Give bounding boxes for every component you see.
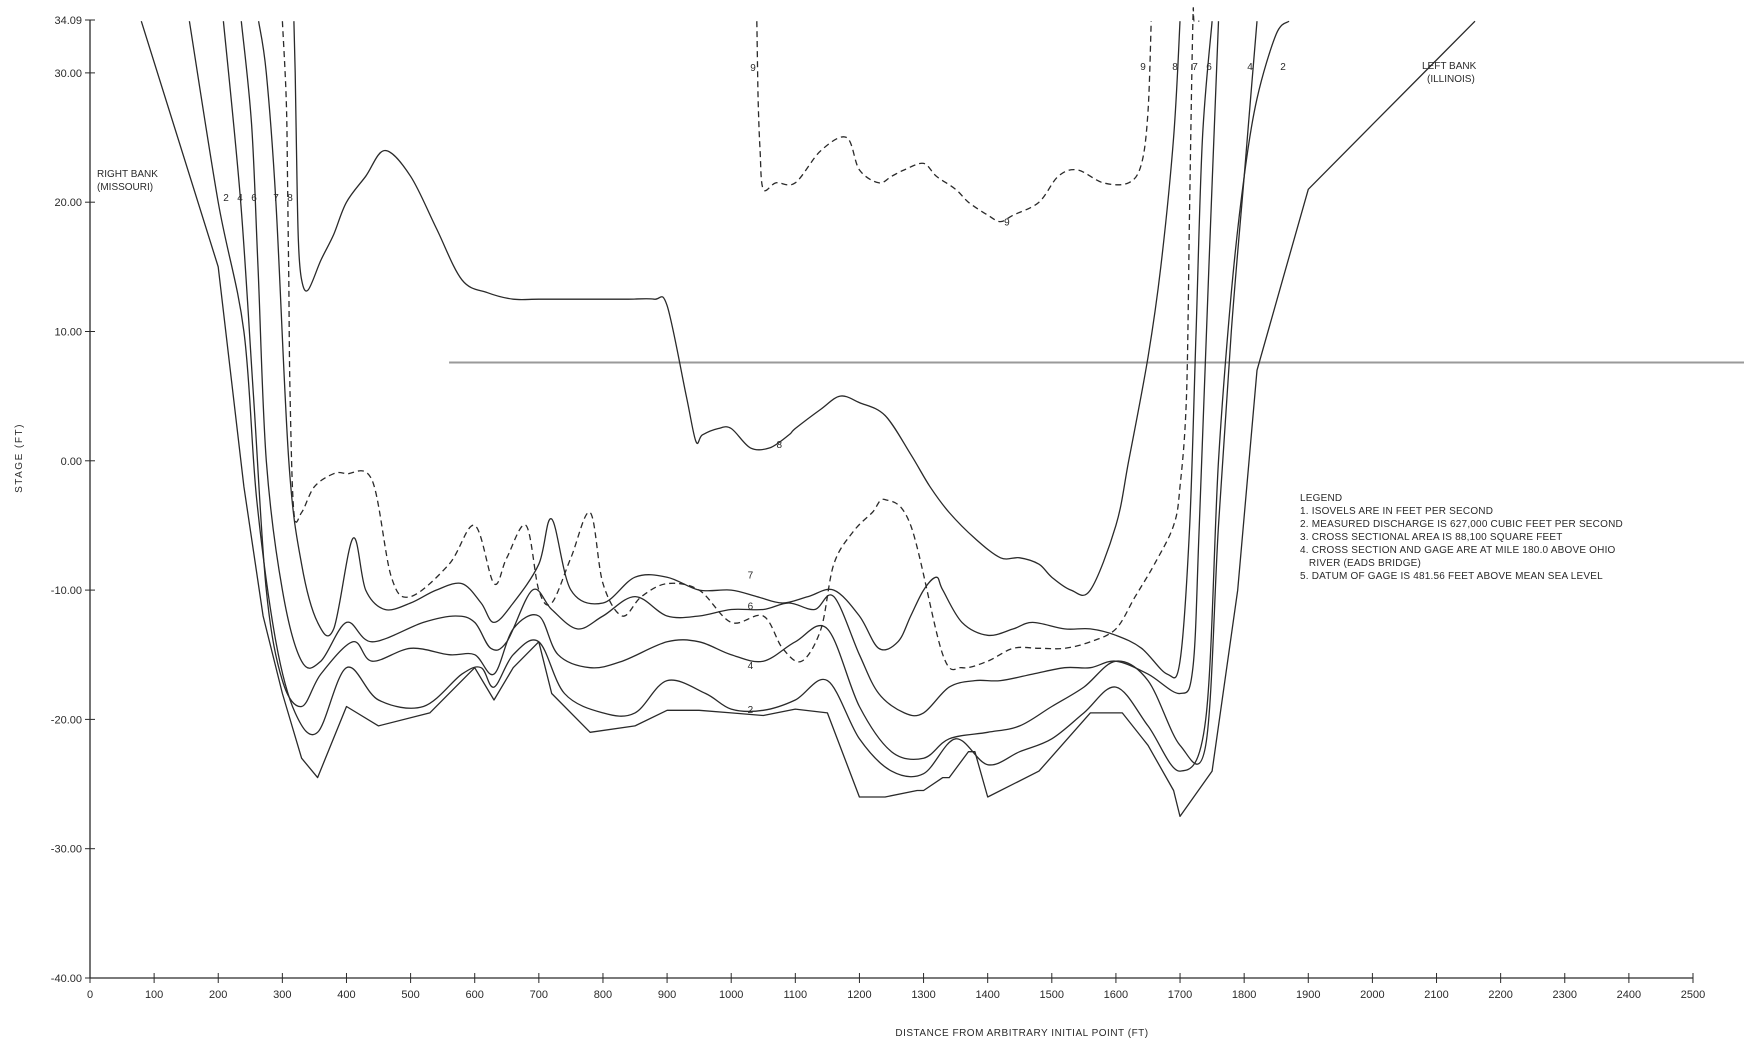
x-tick-label: 1500	[1040, 989, 1064, 1001]
x-tick-label: 1300	[911, 989, 935, 1001]
y-tick-label: -20.00	[51, 714, 82, 726]
isovel-top-label: 4	[1247, 62, 1253, 73]
isovel-top-label: 6	[251, 193, 257, 204]
isovel-label: 8	[777, 440, 783, 451]
channel-bed-line	[140, 20, 1476, 818]
left-bank-label: LEFT BANK	[1422, 61, 1477, 72]
left-bank-annotation: LEFT BANK (ILLINOIS)	[1422, 61, 1477, 85]
x-tick-label: 2000	[1360, 989, 1384, 1001]
y-tick-label: -40.00	[51, 973, 82, 985]
x-tick-label: 1400	[975, 989, 999, 1001]
y-tick-label: -10.00	[51, 585, 82, 597]
isovel-top-label: 9	[1140, 62, 1146, 73]
y-tick-label: 0.00	[61, 456, 82, 468]
legend-note-4-cont: RIVER (EADS BRIDGE)	[1300, 558, 1422, 569]
x-tick-label: 100	[145, 989, 163, 1001]
isovel-line-2	[188, 20, 1290, 778]
legend-note-3: 3. CROSS SECTIONAL AREA IS 88,100 SQUARE…	[1300, 532, 1563, 543]
x-tick-label: 500	[401, 989, 419, 1001]
right-bank-state: (MISSOURI)	[97, 182, 153, 193]
x-tick-label: 600	[466, 989, 484, 1001]
y-tick-label: 34.09	[54, 15, 82, 27]
isovel-line-6	[240, 21, 1220, 717]
legend-note-5: 5. DATUM OF GAGE IS 481.56 FEET ABOVE ME…	[1300, 571, 1603, 582]
isovel-top-label: 2	[223, 193, 229, 204]
x-tick-label: 200	[209, 989, 227, 1001]
isovel-label: 6	[748, 602, 754, 613]
right-bank-annotation: RIGHT BANK (MISSOURI)	[97, 169, 158, 193]
y-tick-label: 30.00	[54, 68, 82, 80]
isovel-label: 2	[748, 705, 754, 716]
x-tick-label: 2200	[1488, 989, 1512, 1001]
y-tick-label: -30.00	[51, 844, 82, 856]
isovel-top-label: 6	[1206, 62, 1212, 73]
isovel-label: 7	[748, 571, 754, 582]
isovel-top-label: 9	[750, 63, 756, 74]
isovel-top-label: 8	[287, 193, 293, 204]
x-tick-label: 400	[337, 989, 355, 1001]
x-tick-label: 2500	[1681, 989, 1705, 1001]
left-bank-state: (ILLINOIS)	[1427, 74, 1475, 85]
x-axis-title: DISTANCE FROM ARBITRARY INITIAL POINT (F…	[895, 1028, 1148, 1039]
isovel-series	[140, 7, 1476, 818]
y-axis-title: STAGE (FT)	[14, 423, 25, 493]
x-tick-label: 1700	[1168, 989, 1192, 1001]
y-tick-label: 20.00	[54, 197, 82, 209]
isovel-label: 9	[1004, 218, 1010, 229]
x-tick-label: 1200	[847, 989, 871, 1001]
x-tick-label: 1800	[1232, 989, 1256, 1001]
x-tick-label: 300	[273, 989, 291, 1001]
isovel-top-label: 8	[1172, 62, 1178, 73]
chart-legend: LEGEND 1. ISOVELS ARE IN FEET PER SECOND…	[1300, 492, 1623, 583]
x-tick-label: 900	[658, 989, 676, 1001]
x-tick-label: 800	[594, 989, 612, 1001]
isovel-label: 4	[748, 661, 754, 672]
x-tick-label: 1000	[719, 989, 743, 1001]
legend-title: LEGEND	[1300, 493, 1343, 504]
legend-note-2: 2. MEASURED DISCHARGE IS 627,000 CUBIC F…	[1300, 519, 1623, 530]
legend-note-1: 1. ISOVELS ARE IN FEET PER SECOND	[1300, 506, 1494, 517]
isovel-line-8	[293, 21, 1181, 597]
x-tick-label: 0	[87, 989, 93, 1001]
y-tick-label: 10.00	[54, 326, 82, 338]
isovel-line-s4	[257, 21, 1213, 679]
isovel-top-label: 7	[273, 193, 279, 204]
x-tick-label: 2100	[1424, 989, 1448, 1001]
chart-axes: 0 100 200 300 400 500 600 700 800 900 1000 1100 1200…	[51, 15, 1744, 1001]
right-bank-label: RIGHT BANK	[97, 169, 158, 180]
x-tick-label: 2400	[1617, 989, 1641, 1001]
isovel-top-label: 7	[1192, 62, 1198, 73]
x-tick-label: 1900	[1296, 989, 1320, 1001]
x-tick-label: 1600	[1104, 989, 1128, 1001]
x-tick-label: 2300	[1553, 989, 1577, 1001]
isovel-line-4	[222, 21, 1258, 765]
isovel-line-7	[281, 7, 1200, 671]
isovel-top-label: 4	[237, 193, 243, 204]
isovel-line-9	[756, 21, 1152, 223]
legend-note-4: 4. CROSS SECTION AND GAGE ARE AT MILE 18…	[1300, 545, 1616, 556]
isovel-top-label: 2	[1280, 62, 1286, 73]
x-tick-label: 1100	[783, 989, 807, 1001]
x-tick-label: 700	[530, 989, 548, 1001]
